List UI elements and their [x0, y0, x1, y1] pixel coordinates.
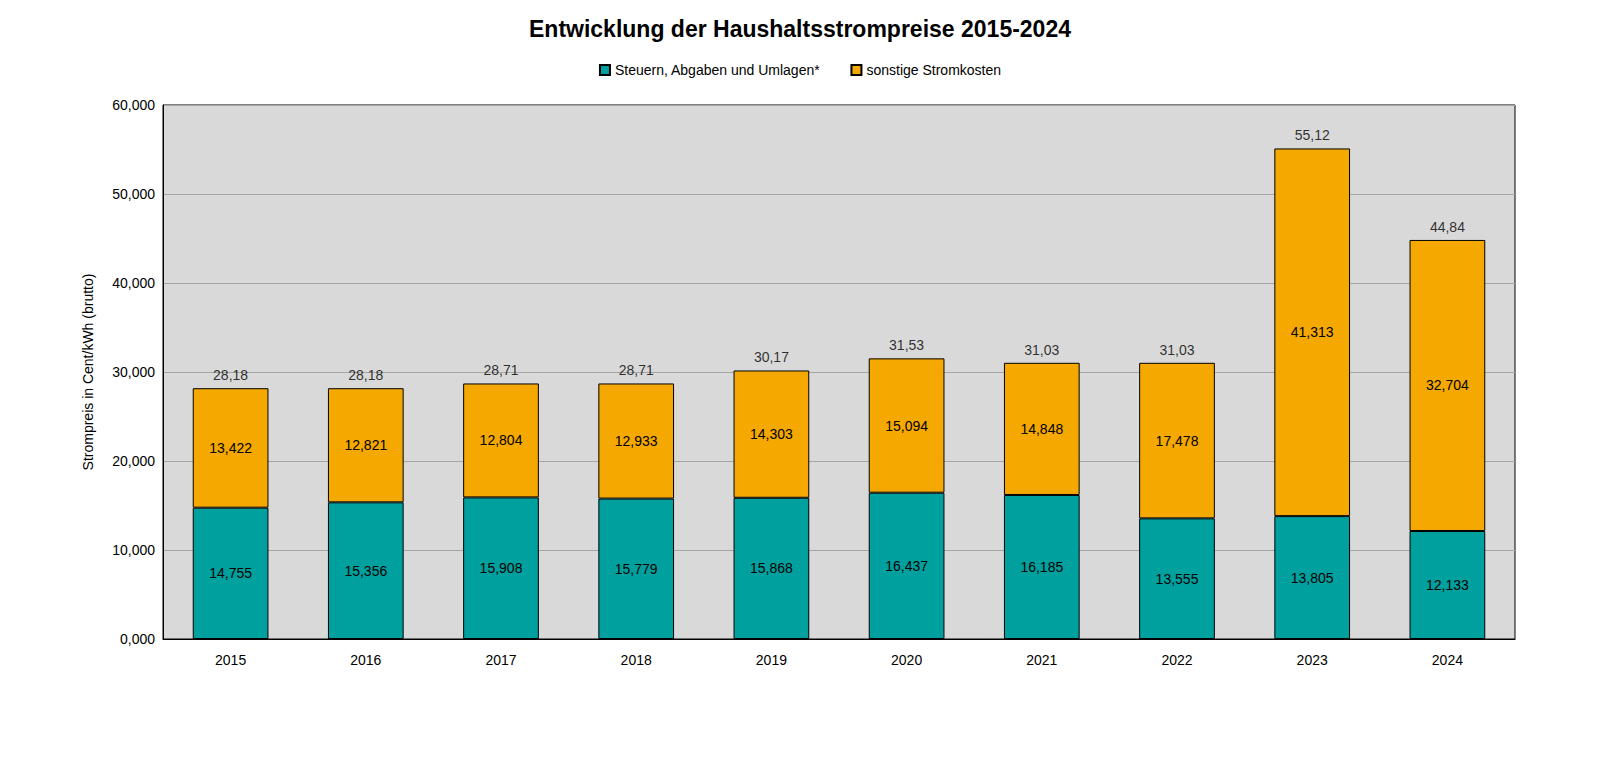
svg-text:28,71: 28,71: [619, 362, 654, 378]
svg-text:32,704: 32,704: [1426, 377, 1469, 393]
svg-text:17,478: 17,478: [1156, 433, 1199, 449]
svg-text:15,868: 15,868: [750, 560, 793, 576]
svg-text:16,185: 16,185: [1020, 559, 1063, 575]
svg-text:31,53: 31,53: [889, 337, 924, 353]
svg-text:41,313: 41,313: [1291, 324, 1334, 340]
svg-text:10,000: 10,000: [112, 542, 155, 558]
svg-text:2021: 2021: [1026, 652, 1057, 668]
svg-text:12,821: 12,821: [344, 437, 387, 453]
svg-text:28,18: 28,18: [213, 367, 248, 383]
svg-text:16,437: 16,437: [885, 558, 928, 574]
svg-text:13,805: 13,805: [1291, 570, 1334, 586]
svg-text:sonstige Stromkosten: sonstige Stromkosten: [866, 62, 1001, 78]
svg-text:2016: 2016: [350, 652, 381, 668]
svg-text:2017: 2017: [485, 652, 516, 668]
svg-text:2022: 2022: [1161, 652, 1192, 668]
svg-text:20,000: 20,000: [112, 453, 155, 469]
svg-text:Steuern, Abgaben und Umlagen*: Steuern, Abgaben und Umlagen*: [615, 62, 820, 78]
svg-text:55,12: 55,12: [1295, 127, 1330, 143]
svg-text:Strompreis in Cent/kWh (brutto: Strompreis in Cent/kWh (brutto): [80, 274, 96, 471]
svg-text:28,18: 28,18: [348, 367, 383, 383]
svg-text:2024: 2024: [1432, 652, 1463, 668]
svg-text:30,000: 30,000: [112, 364, 155, 380]
svg-text:12,933: 12,933: [615, 433, 658, 449]
svg-text:12,133: 12,133: [1426, 577, 1469, 593]
svg-text:13,555: 13,555: [1156, 571, 1199, 587]
svg-text:2018: 2018: [621, 652, 652, 668]
svg-text:30,17: 30,17: [754, 349, 789, 365]
svg-text:Entwicklung der Haushaltsstrom: Entwicklung der Haushaltsstrompreise 201…: [529, 16, 1071, 42]
svg-text:40,000: 40,000: [112, 275, 155, 291]
svg-text:2015: 2015: [215, 652, 246, 668]
svg-text:2019: 2019: [756, 652, 787, 668]
svg-text:14,303: 14,303: [750, 426, 793, 442]
svg-text:15,094: 15,094: [885, 418, 928, 434]
svg-text:44,84: 44,84: [1430, 219, 1465, 235]
svg-text:50,000: 50,000: [112, 186, 155, 202]
svg-text:14,755: 14,755: [209, 565, 252, 581]
svg-text:12,804: 12,804: [480, 432, 523, 448]
svg-text:15,356: 15,356: [344, 563, 387, 579]
svg-text:15,908: 15,908: [480, 560, 523, 576]
svg-text:14,848: 14,848: [1020, 421, 1063, 437]
svg-text:2020: 2020: [891, 652, 922, 668]
svg-text:31,03: 31,03: [1159, 342, 1194, 358]
svg-text:28,71: 28,71: [483, 362, 518, 378]
svg-text:31,03: 31,03: [1024, 342, 1059, 358]
svg-text:15,779: 15,779: [615, 561, 658, 577]
svg-text:0,000: 0,000: [120, 631, 155, 647]
svg-text:2023: 2023: [1297, 652, 1328, 668]
svg-text:60,000: 60,000: [112, 97, 155, 113]
svg-text:13,422: 13,422: [209, 440, 252, 456]
